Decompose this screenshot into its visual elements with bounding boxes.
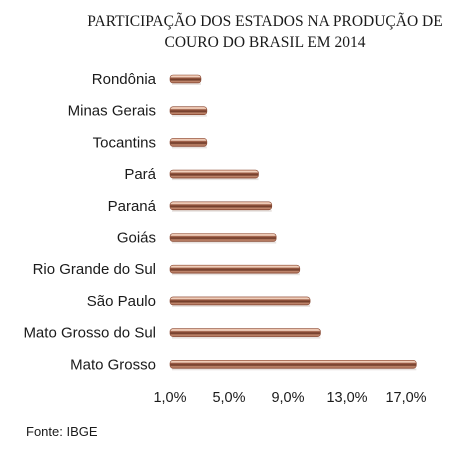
bar-tocantins [169, 138, 208, 147]
bar-parana [169, 201, 273, 211]
category-label-rio-grande-do-sul: Rio Grande do Sul [33, 261, 156, 278]
source-note: Fonte: IBGE [26, 424, 98, 439]
x-axis-tick-labels: 1,0% 5,0% 9,0% 13,0% 17,0% [153, 390, 426, 406]
bar-shadow-goias [172, 241, 277, 244]
bar-shadow-mato-grosso [172, 368, 417, 371]
category-label-sao-paulo: São Paulo [87, 293, 156, 310]
bar-shadow-tocantins [172, 146, 207, 149]
bar-mato-grosso [169, 359, 417, 369]
bar-rondonia [169, 74, 202, 84]
chart-title-line-1: PARTICIPAÇÃO DOS ESTADOS NA PRODUÇÃO DE [87, 13, 442, 30]
bar-minas-gerais [169, 106, 208, 115]
x-tick-label: 5,0% [212, 390, 245, 406]
category-label-goias: Goiás [117, 230, 156, 247]
bar-shadow-rio-grande-do-sul [172, 273, 300, 276]
category-labels: Rondônia Minas Gerais Tocantins Pará Paraná G… [23, 71, 156, 373]
bar-shadow-parana [172, 209, 272, 212]
bar-shadow-mato-grosso-do-sul [172, 336, 321, 339]
bar-para [169, 169, 259, 179]
category-label-mato-grosso: Mato Grosso [70, 356, 156, 373]
bar-shadow-para [172, 178, 259, 181]
x-tick-label: 17,0% [385, 390, 426, 406]
category-label-minas-gerais: Minas Gerais [68, 103, 156, 120]
bar-rio-grande-do-sul [169, 264, 301, 274]
category-label-tocantins: Tocantins [93, 134, 156, 151]
bar-shadow-sao-paulo [172, 304, 311, 307]
category-label-para: Pará [124, 166, 156, 183]
category-label-rondonia: Rondônia [92, 71, 157, 88]
x-tick-label: 13,0% [326, 390, 367, 406]
x-tick-label: 1,0% [153, 390, 186, 406]
chart-title-line-2: COURO DO BRASIL EM 2014 [165, 34, 366, 51]
bars-layer [169, 74, 417, 371]
bar-shadow-minas-gerais [172, 114, 207, 117]
bar-mato-grosso-do-sul [169, 328, 321, 337]
bar-shadow-rondonia [172, 83, 201, 85]
bar-sao-paulo [169, 296, 311, 306]
x-tick-label: 9,0% [271, 390, 304, 406]
category-label-mato-grosso-do-sul: Mato Grosso do Sul [23, 325, 156, 342]
bar-goias [169, 233, 277, 242]
category-label-parana: Paraná [108, 198, 157, 215]
